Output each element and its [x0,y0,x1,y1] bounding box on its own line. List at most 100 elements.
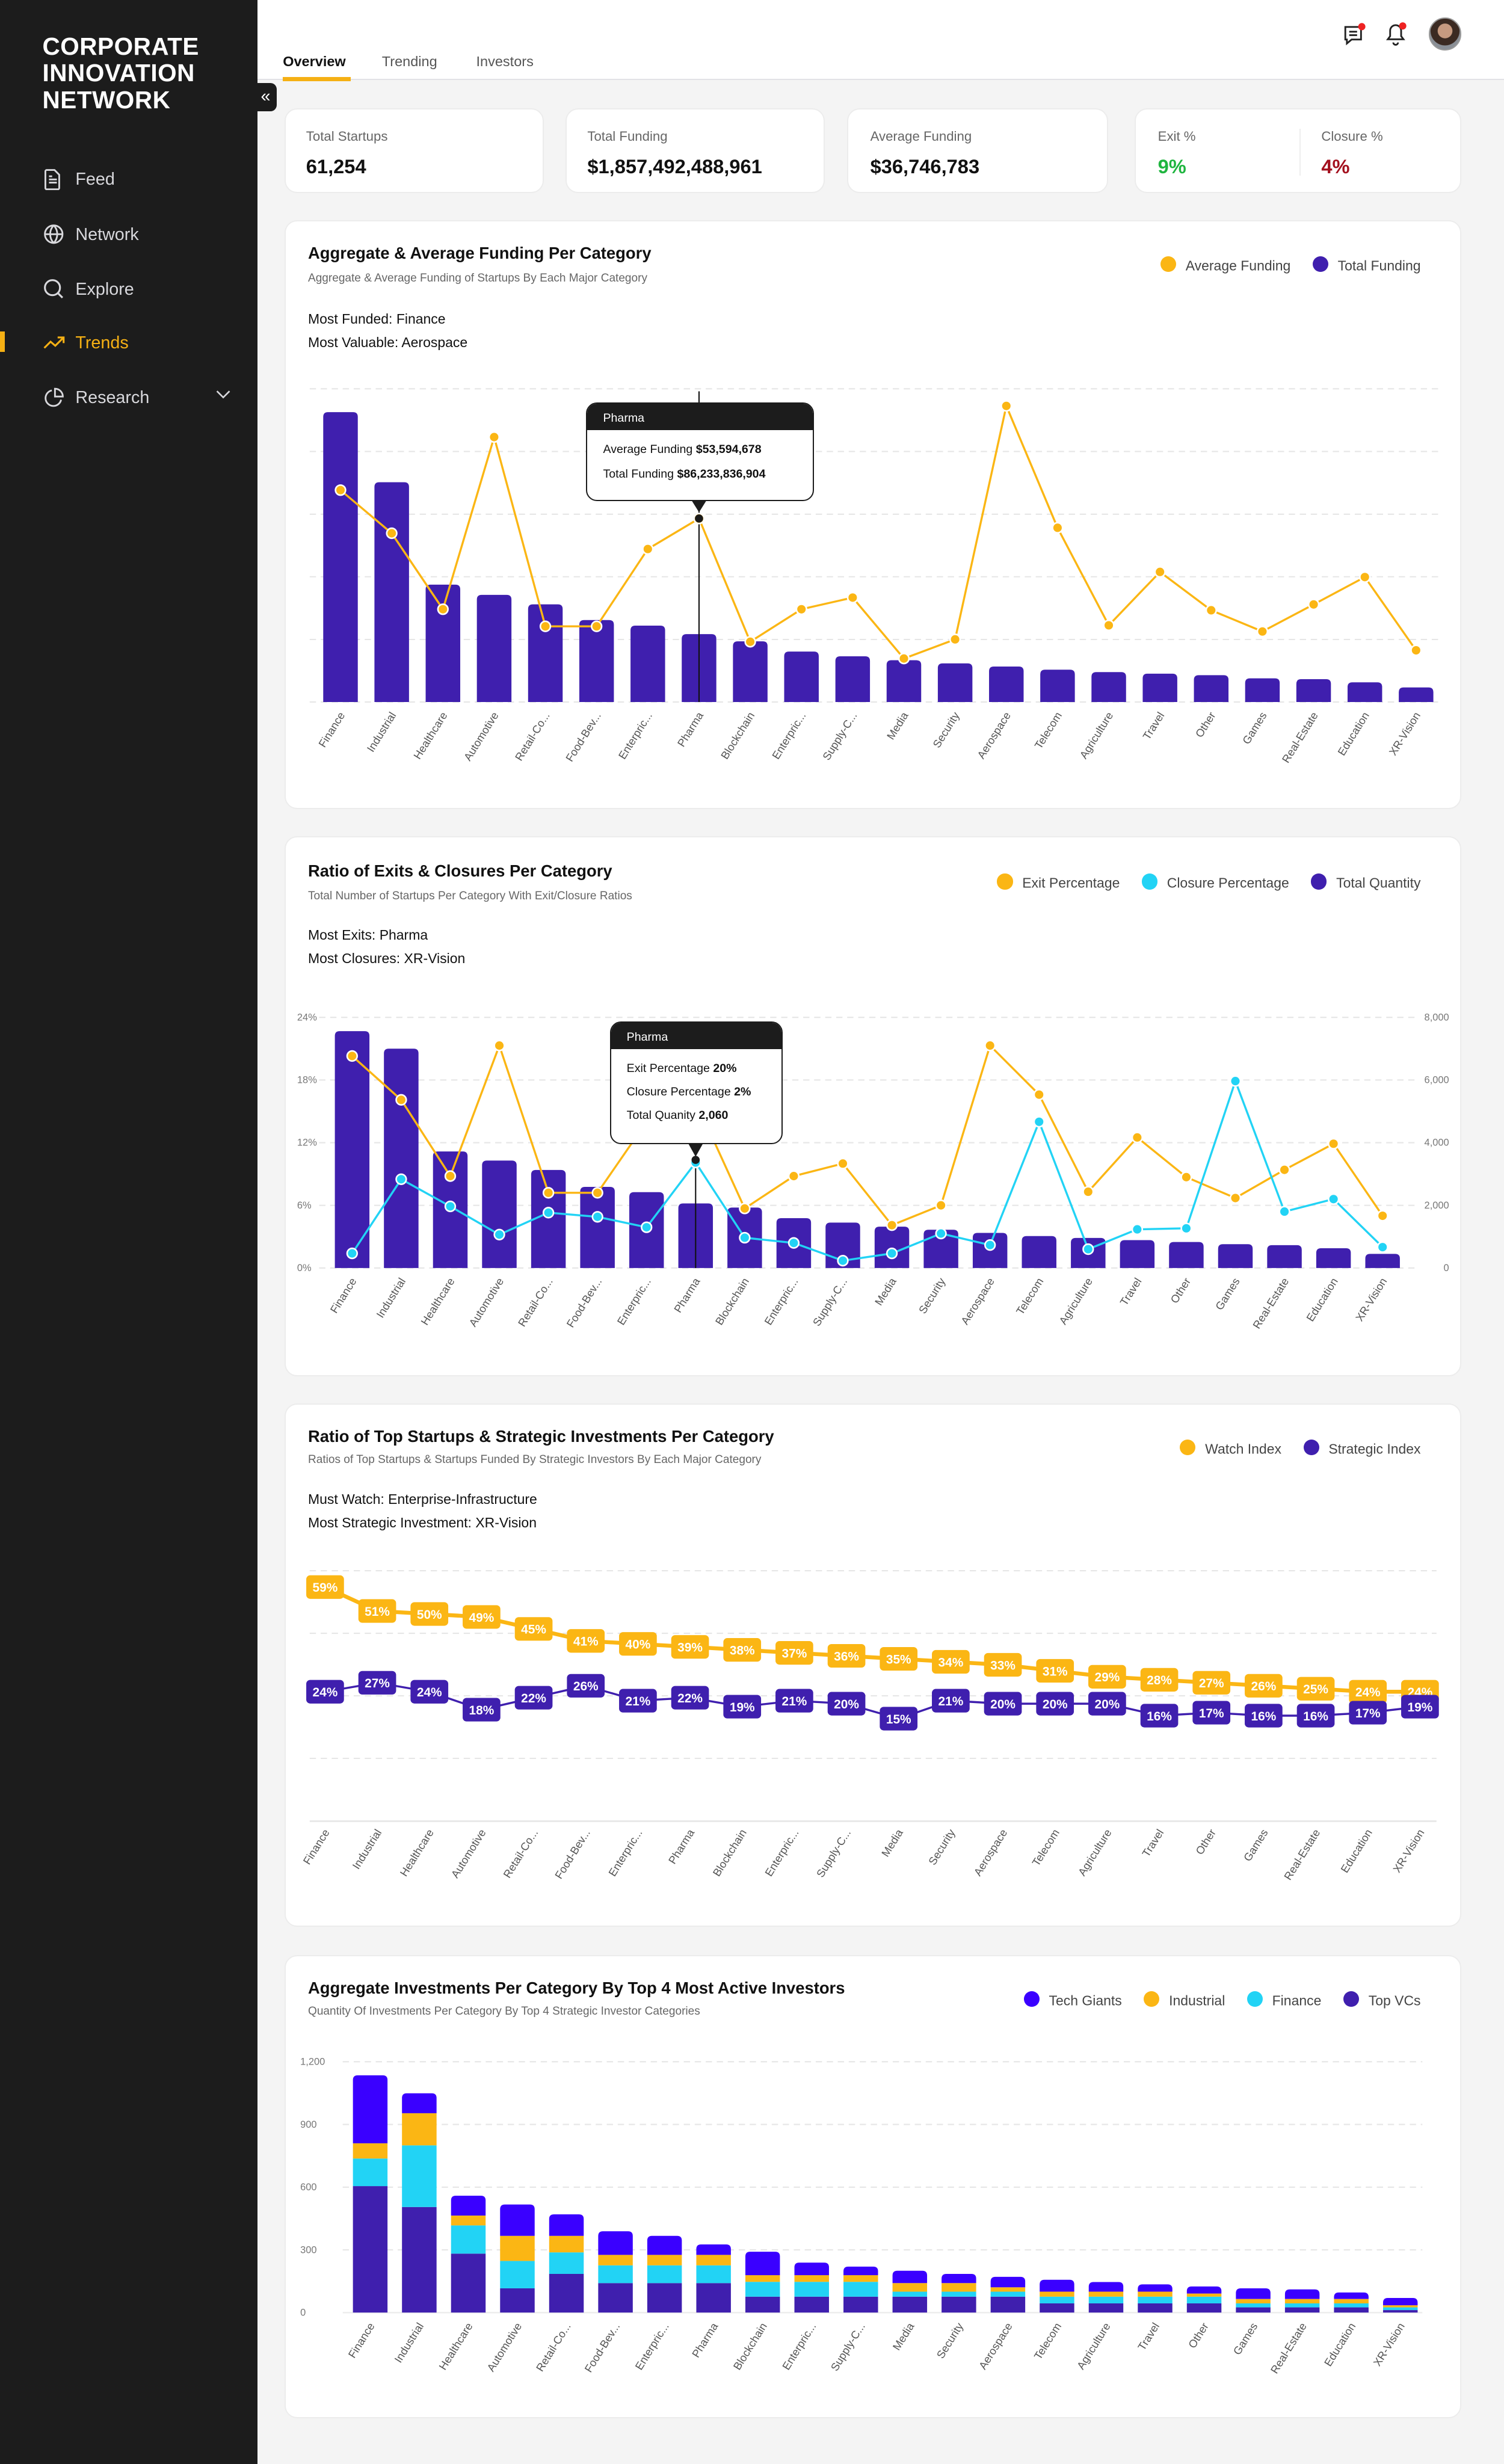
total-quantity-bar[interactable] [874,1226,910,1268]
tech-giants-bar[interactable] [892,2270,927,2284]
finance-bar[interactable] [696,2265,731,2284]
legend-item[interactable]: Total Funding [1312,256,1421,274]
industrial-bar[interactable] [745,2275,780,2282]
tech-giants-bar[interactable] [1236,2288,1271,2299]
strategic-index-point[interactable] [462,1698,501,1722]
finance-bar[interactable] [402,2145,437,2207]
exit-percentage-point[interactable] [1278,1163,1290,1176]
watch-index-point[interactable] [1140,1668,1179,1692]
strategic-index-point[interactable] [1244,1704,1283,1728]
watch-index-point[interactable] [931,1650,970,1674]
total-quantity-bar[interactable] [1365,1254,1400,1268]
average-funding-point[interactable] [1205,604,1217,617]
closure-percentage-point[interactable] [1033,1115,1045,1128]
total-quantity-bar[interactable] [531,1169,566,1268]
strategic-index-point[interactable] [723,1695,761,1719]
industrial-bar[interactable] [990,2287,1025,2292]
total-funding-bar[interactable] [1398,687,1434,702]
finance-bar[interactable] [451,2225,486,2254]
tech-giants-bar[interactable] [549,2214,584,2236]
top-vcs-bar[interactable] [843,2296,878,2313]
watch-index-point[interactable] [1349,1680,1387,1704]
finance-bar[interactable] [990,2291,1025,2297]
strategic-index-point[interactable] [880,1707,917,1731]
industrial-bar[interactable] [647,2255,682,2265]
total-funding-bar[interactable] [425,584,460,702]
exit-percentage-point[interactable] [886,1219,898,1231]
finance-bar[interactable] [1088,2296,1124,2303]
exit-percentage-point[interactable] [542,1186,555,1199]
finance-bar[interactable] [353,2158,387,2187]
tech-giants-bar[interactable] [500,2204,535,2236]
strategic-index-point[interactable] [1192,1701,1230,1725]
total-funding-bar[interactable] [323,412,358,702]
total-funding-bar[interactable] [784,651,819,702]
watch-index-point[interactable] [880,1647,917,1671]
total-quantity-bar[interactable] [334,1030,369,1268]
collapse-sidebar-button[interactable]: « [254,83,277,112]
top-vcs-bar[interactable] [451,2253,486,2313]
industrial-bar[interactable] [598,2255,633,2265]
total-funding-bar[interactable] [1091,672,1126,702]
closure-percentage-point[interactable] [1082,1243,1094,1255]
watch-index-point[interactable] [618,1632,657,1656]
industrial-bar[interactable] [794,2275,829,2282]
industrial-bar[interactable] [941,2283,976,2292]
tooltip-pointer[interactable] [688,1142,704,1157]
total-quantity-bar[interactable] [1316,1248,1351,1268]
total-funding-bar[interactable] [937,663,973,702]
tech-giants-bar[interactable] [1088,2282,1124,2292]
tab-overview[interactable]: Overview [283,53,346,69]
watch-index-point[interactable] [723,1638,761,1662]
strategic-index-point[interactable] [671,1686,709,1710]
strategic-index-point[interactable] [827,1692,866,1716]
exit-percentage-point[interactable] [395,1094,407,1106]
industrial-bar[interactable] [1382,2305,1418,2308]
hover-point[interactable] [694,514,703,523]
closure-percentage-point[interactable] [444,1200,456,1212]
closure-percentage-point[interactable] [542,1206,555,1219]
finance-bar[interactable] [1040,2296,1074,2303]
legend-item[interactable]: Strategic Index [1303,1439,1421,1458]
tech-giants-bar[interactable] [1186,2286,1222,2294]
top-vcs-bar[interactable] [745,2296,780,2313]
finance-bar[interactable] [794,2282,829,2297]
top-vcs-bar[interactable] [402,2207,437,2313]
top-vcs-bar[interactable] [1088,2303,1124,2313]
exit-percentage-point[interactable] [1376,1210,1388,1222]
industrial-bar[interactable] [353,2143,387,2159]
tech-giants-bar[interactable] [843,2266,878,2276]
industrial-bar[interactable] [549,2235,584,2253]
legend-item[interactable]: Finance [1247,1991,1321,2009]
total-quantity-bar[interactable] [383,1049,419,1268]
strategic-index-point[interactable] [618,1689,657,1713]
watch-index-point[interactable] [1036,1659,1074,1683]
strategic-index-point[interactable] [1401,1695,1439,1719]
top-vcs-bar[interactable] [1382,2310,1418,2313]
industrial-bar[interactable] [1088,2291,1124,2297]
total-funding-bar[interactable] [988,666,1024,702]
finance-bar[interactable] [549,2252,584,2274]
tech-giants-bar[interactable] [647,2235,682,2255]
exit-percentage-point[interactable] [739,1202,751,1215]
exit-percentage-point[interactable] [346,1050,358,1062]
legend-item[interactable]: Closure Percentage [1141,873,1289,892]
top-vcs-bar[interactable] [500,2288,535,2313]
strategic-index-point[interactable] [775,1689,813,1713]
finance-bar[interactable] [1138,2296,1173,2303]
tech-giants-bar[interactable] [598,2231,633,2255]
industrial-bar[interactable] [1334,2299,1369,2303]
average-funding-point[interactable] [949,633,961,645]
tech-giants-bar[interactable] [794,2262,829,2276]
total-quantity-bar[interactable] [580,1186,615,1268]
tech-giants-bar[interactable] [1334,2292,1369,2299]
average-funding-point[interactable] [846,591,858,604]
exit-percentage-point[interactable] [444,1170,456,1182]
hover-point[interactable] [691,1156,700,1164]
total-quantity-bar[interactable] [1267,1245,1302,1268]
tech-giants-bar[interactable] [745,2252,780,2276]
bell-icon[interactable] [1383,20,1408,47]
watch-index-point[interactable] [410,1602,448,1626]
exit-percentage-point[interactable] [1033,1088,1045,1101]
tech-giants-bar[interactable] [1382,2297,1418,2306]
